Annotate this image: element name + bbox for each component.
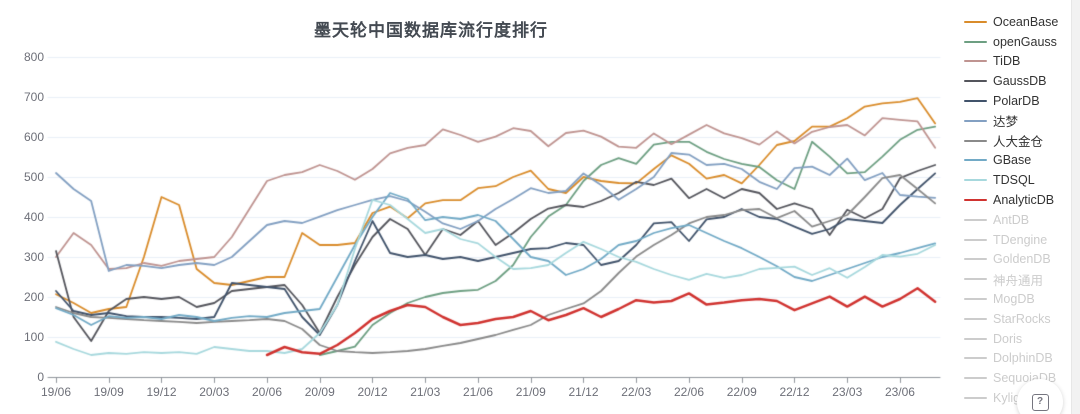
legend-label: PolarDB	[993, 94, 1040, 109]
legend-swatch	[964, 100, 987, 103]
legend-item-openGauss[interactable]: openGauss	[964, 32, 1076, 52]
legend-label: MogDB	[993, 292, 1035, 307]
legend-swatch	[964, 179, 987, 182]
legend-item-StarRocks[interactable]: StarRocks	[964, 309, 1076, 329]
y-axis-tick-label: 300	[23, 250, 44, 264]
legend-label: DolphinDB	[993, 351, 1053, 366]
x-axis-tick-label: 23/03	[832, 385, 863, 399]
x-axis-tick-label: 23/06	[884, 385, 915, 399]
legend-item-TiDB[interactable]: TiDB	[964, 52, 1076, 72]
legend-swatch	[964, 119, 987, 122]
x-axis-tick-label: 22/03	[621, 385, 652, 399]
legend-swatch	[964, 40, 987, 43]
legend-item-AntDB[interactable]: AntDB	[964, 210, 1076, 230]
legend-item-AnalyticDB[interactable]: AnalyticDB	[964, 190, 1076, 210]
legend-swatch	[964, 159, 987, 162]
y-axis-tick-label: 700	[23, 90, 44, 104]
legend-swatch	[964, 397, 987, 400]
legend-item-GaussDB[interactable]: GaussDB	[964, 71, 1076, 91]
legend-label: openGauss	[993, 34, 1057, 49]
x-axis-tick-label: 19/09	[93, 385, 124, 399]
legend-label: OceanBase	[993, 14, 1059, 29]
legend-item-MogDB[interactable]: MogDB	[964, 289, 1076, 309]
legend-item-PolarDB[interactable]: PolarDB	[964, 91, 1076, 111]
legend-swatch	[964, 199, 987, 202]
x-axis-tick-label: 20/09	[304, 385, 335, 399]
legend-label: TiDB	[993, 54, 1021, 69]
scrollbar[interactable]	[1071, 0, 1080, 414]
x-axis-tick-label: 21/03	[410, 385, 441, 399]
legend-label: 达梦	[993, 115, 1019, 130]
x-axis-tick-label: 20/06	[251, 385, 282, 399]
x-axis-tick-label: 22/06	[673, 385, 704, 399]
legend-item-神舟通用[interactable]: 神舟通用	[964, 269, 1076, 289]
y-axis-tick-label: 800	[23, 50, 44, 64]
legend-label: TDengine	[993, 232, 1048, 247]
legend-swatch	[964, 20, 987, 23]
y-axis-tick-label: 100	[23, 330, 44, 344]
x-axis-tick-label: 21/06	[462, 385, 493, 399]
legend-label: GoldenDB	[993, 252, 1051, 267]
legend-item-SequoiaDB[interactable]: SequoiaDB	[964, 368, 1076, 388]
legend-label: GBase	[993, 153, 1032, 168]
question-mark-icon: ?	[1031, 393, 1049, 411]
legend-label: AnalyticDB	[993, 193, 1055, 208]
x-axis-tick-label: 19/12	[146, 385, 177, 399]
legend-label: StarRocks	[993, 311, 1051, 326]
legend-swatch	[964, 80, 987, 83]
legend-label: GaussDB	[993, 74, 1047, 89]
x-axis-tick-label: 21/12	[568, 385, 599, 399]
y-axis-tick-label: 400	[23, 210, 44, 224]
legend-item-GoldenDB[interactable]: GoldenDB	[964, 250, 1076, 270]
y-axis-tick-label: 200	[23, 290, 44, 304]
legend-item-TDSQL[interactable]: TDSQL	[964, 170, 1076, 190]
legend-item-DolphinDB[interactable]: DolphinDB	[964, 349, 1076, 369]
legend-swatch	[964, 357, 987, 360]
legend-item-TDengine[interactable]: TDengine	[964, 230, 1076, 250]
x-axis-tick-label: 22/09	[726, 385, 757, 399]
legend-label: TDSQL	[993, 173, 1035, 188]
legend-item-OceanBase[interactable]: OceanBase	[964, 12, 1076, 32]
legend-swatch	[964, 218, 987, 221]
chart-title: 墨天轮中国数据库流行度排行	[314, 21, 548, 40]
x-axis-tick-label: 22/12	[779, 385, 810, 399]
x-axis-tick-label: 21/09	[515, 385, 546, 399]
legend-swatch	[964, 377, 987, 380]
legend-swatch	[964, 298, 987, 301]
y-axis-tick-label: 0	[37, 370, 44, 384]
legend-item-达梦[interactable]: 达梦	[964, 111, 1076, 131]
legend-swatch	[964, 278, 987, 281]
legend-swatch	[964, 60, 987, 63]
help-button[interactable]: ?	[1017, 379, 1063, 414]
legend-swatch	[964, 238, 987, 241]
legend-swatch	[964, 337, 987, 340]
x-axis-tick-label: 20/03	[199, 385, 230, 399]
legend-swatch	[964, 139, 987, 142]
x-axis-tick-label: 20/12	[357, 385, 388, 399]
legend-label: 人大金仓	[993, 135, 1044, 150]
legend-label: 神舟通用	[993, 273, 1044, 288]
chart-legend: OceanBase openGauss TiDB GaussDB PolarDB 达梦人大…	[964, 12, 1076, 408]
legend-item-Doris[interactable]: Doris	[964, 329, 1076, 349]
legend-swatch	[964, 258, 987, 261]
y-axis-tick-label: 600	[23, 130, 44, 144]
legend-item-人大金仓[interactable]: 人大金仓	[964, 131, 1076, 151]
legend-label: AntDB	[993, 212, 1030, 227]
legend-label: Doris	[993, 331, 1023, 346]
legend-swatch	[964, 317, 987, 320]
x-axis-tick-label: 19/06	[40, 385, 72, 399]
y-axis-tick-label: 500	[23, 170, 44, 184]
legend-item-GBase[interactable]: GBase	[964, 151, 1076, 171]
